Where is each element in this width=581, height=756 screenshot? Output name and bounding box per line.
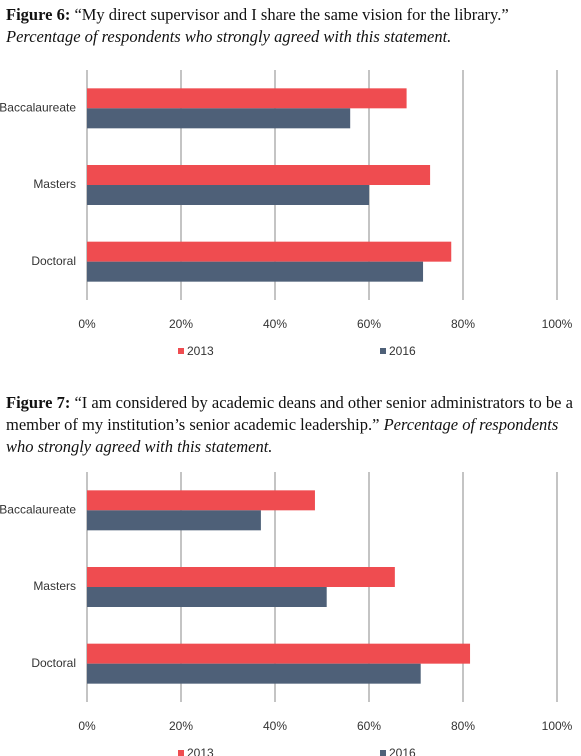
title: “My direct supervisor and I share the sa… (74, 5, 509, 24)
x-tick-label: 0% (78, 317, 96, 331)
legend-swatch (380, 750, 386, 756)
x-tick-label: 20% (169, 317, 193, 331)
x-tick-label: 80% (451, 317, 475, 331)
x-tick-label: 0% (78, 719, 96, 733)
chart: 0% 20% 40% 60% 80% 100% Baccalaureate Masters Do… (0, 472, 573, 756)
figure-title: Figure 7: “I am considered by academic d… (6, 392, 574, 458)
legend-swatch (178, 348, 184, 354)
x-tick-label: 100% (542, 719, 573, 733)
category-label: Baccalaureate (0, 503, 76, 517)
x-tick-label: 60% (357, 719, 381, 733)
bar (87, 241, 452, 262)
bar (87, 587, 327, 607)
bar (87, 663, 421, 684)
x-tick-label: 20% (169, 719, 193, 733)
x-tick-label: 60% (357, 317, 381, 331)
category-label: Masters (33, 579, 76, 593)
chart: 0% 20% 40% 60% 80% 100% Baccalaureate Masters Do… (0, 70, 573, 358)
bar (87, 108, 351, 129)
legend-swatch (380, 348, 386, 354)
legend-label: 2013 (187, 746, 214, 756)
category-label: Baccalaureate (0, 101, 76, 115)
bar (87, 185, 369, 205)
figure-title: Figure 6: “My direct supervisor and I sh… (6, 4, 574, 48)
figure-label: Figure 6: (6, 5, 71, 24)
title: “I am considered by academic deans and o… (6, 393, 573, 434)
bar (87, 567, 395, 587)
subtitle: Percentage of respondents who strongly a… (6, 27, 452, 46)
legend-label: 2016 (389, 344, 416, 358)
bar (87, 165, 431, 185)
bar (87, 510, 261, 531)
legend-swatch (178, 750, 184, 756)
bar (87, 643, 471, 664)
bar (87, 88, 407, 109)
legend-label: 2013 (187, 344, 214, 358)
bar (87, 490, 315, 511)
x-tick-label: 40% (263, 317, 287, 331)
x-tick-label: 80% (451, 719, 475, 733)
figure-label: Figure 7: (6, 393, 71, 412)
bar (87, 261, 424, 282)
category-label: Doctoral (31, 656, 76, 670)
x-tick-label: 100% (542, 317, 573, 331)
category-label: Doctoral (31, 254, 76, 268)
subtitle: Percentage of respondents who strongly a… (6, 415, 559, 456)
category-label: Masters (33, 177, 76, 191)
legend-label: 2016 (389, 746, 416, 756)
x-tick-label: 40% (263, 719, 287, 733)
